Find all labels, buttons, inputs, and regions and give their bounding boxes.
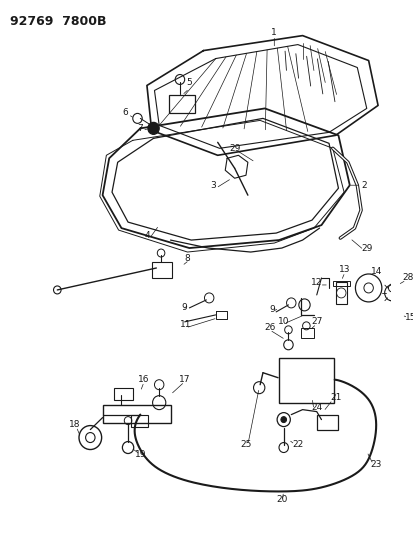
Circle shape bbox=[147, 123, 159, 134]
Bar bbox=[151, 262, 172, 278]
Text: 12: 12 bbox=[310, 278, 322, 287]
Bar bbox=[278, 358, 333, 402]
Text: 14: 14 bbox=[370, 268, 381, 277]
Text: 21: 21 bbox=[329, 393, 340, 402]
Text: 5: 5 bbox=[186, 78, 192, 87]
Text: 9: 9 bbox=[269, 305, 275, 314]
Text: 29: 29 bbox=[228, 144, 240, 153]
Text: 19: 19 bbox=[134, 450, 146, 459]
Bar bbox=[168, 95, 195, 114]
Text: 10: 10 bbox=[277, 317, 289, 326]
Text: 29: 29 bbox=[360, 244, 372, 253]
Text: 15: 15 bbox=[404, 313, 413, 322]
Text: 4: 4 bbox=[144, 231, 150, 239]
Text: 20: 20 bbox=[275, 495, 287, 504]
Bar bbox=[102, 405, 170, 423]
Text: 6: 6 bbox=[122, 108, 128, 117]
Text: 9: 9 bbox=[181, 303, 187, 312]
Text: 17: 17 bbox=[178, 375, 190, 384]
Text: 28: 28 bbox=[401, 273, 413, 282]
Text: 16: 16 bbox=[138, 375, 150, 384]
Text: 22: 22 bbox=[292, 440, 303, 449]
Text: 11: 11 bbox=[179, 320, 191, 329]
Bar bbox=[131, 415, 147, 426]
Text: 27: 27 bbox=[310, 317, 322, 326]
Text: 13: 13 bbox=[339, 265, 350, 274]
Bar bbox=[316, 415, 337, 430]
Text: 23: 23 bbox=[370, 460, 381, 469]
Text: 3: 3 bbox=[209, 181, 215, 190]
Text: 8: 8 bbox=[184, 254, 190, 263]
Text: 24: 24 bbox=[311, 403, 322, 412]
Bar bbox=[332, 281, 349, 286]
Text: 1: 1 bbox=[271, 28, 276, 37]
Text: 25: 25 bbox=[240, 440, 251, 449]
Text: 26: 26 bbox=[263, 324, 275, 333]
Bar bbox=[114, 387, 133, 400]
Bar bbox=[300, 328, 313, 338]
Text: 7: 7 bbox=[137, 124, 143, 133]
Text: 18: 18 bbox=[69, 420, 80, 429]
Text: 92769  7800B: 92769 7800B bbox=[10, 15, 107, 28]
Text: 2: 2 bbox=[360, 181, 366, 190]
Circle shape bbox=[280, 417, 286, 423]
Bar bbox=[335, 282, 346, 304]
